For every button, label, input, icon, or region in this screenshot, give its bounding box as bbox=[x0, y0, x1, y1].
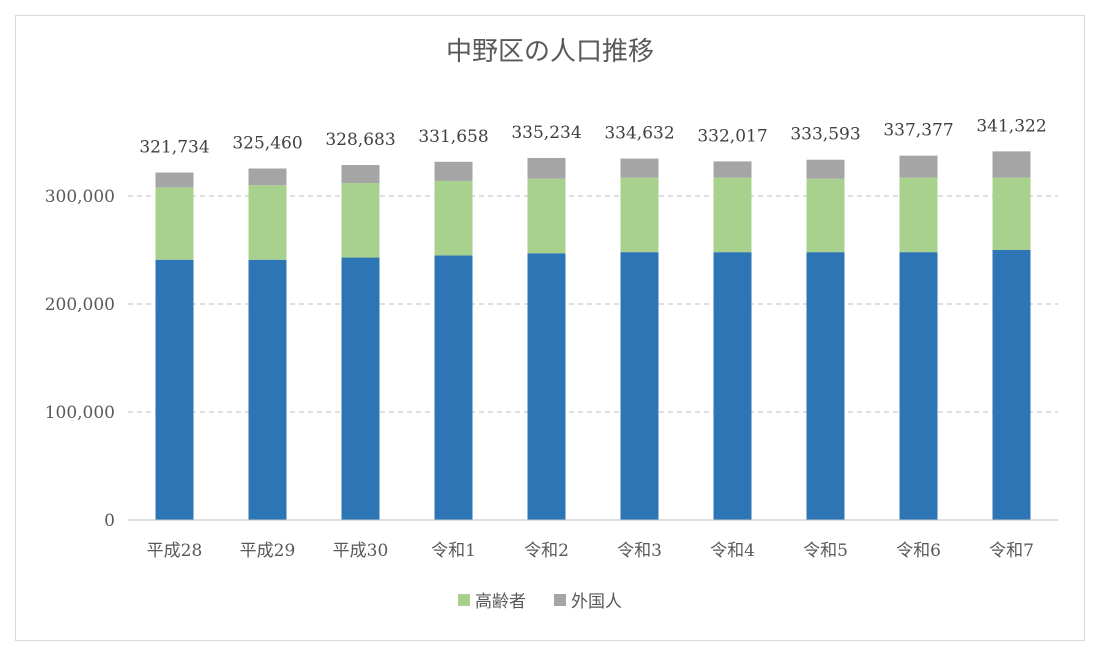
bar-segment-1 bbox=[620, 177, 659, 253]
bar-segment-2 bbox=[155, 172, 194, 188]
x-tick-label: 令和6 bbox=[896, 541, 941, 561]
total-data-label: 337,377 bbox=[883, 121, 953, 141]
bar-segment-1 bbox=[527, 178, 566, 254]
bar-segment-2 bbox=[434, 161, 473, 181]
total-labels: 321,734 325,460 328,683 331,658 335,234 334,6… bbox=[139, 116, 1046, 157]
x-tick-label: 令和2 bbox=[524, 541, 569, 561]
bar-segment-2 bbox=[248, 168, 287, 186]
bar-segment-1 bbox=[155, 187, 194, 260]
x-tick-label: 令和1 bbox=[431, 541, 476, 561]
total-data-label: 335,234 bbox=[511, 123, 581, 143]
bar-segment-2 bbox=[713, 161, 752, 178]
y-tick-label: 200,000 bbox=[45, 295, 115, 315]
bar-segment-2 bbox=[899, 155, 938, 178]
bar-segment-2 bbox=[992, 151, 1031, 178]
bar-segment-1 bbox=[713, 177, 752, 253]
bar-segment-0 bbox=[899, 252, 938, 520]
legend-label: 外国人 bbox=[571, 592, 622, 612]
y-axis-ticks: 0 100,000 200,000 300,000 bbox=[45, 187, 115, 531]
bar-segment-0 bbox=[992, 250, 1031, 520]
legend-swatch bbox=[458, 594, 470, 606]
bar-segment-1 bbox=[248, 185, 287, 260]
total-data-label: 321,734 bbox=[139, 138, 209, 158]
bar-segment-0 bbox=[806, 252, 845, 520]
bar-segment-1 bbox=[992, 177, 1031, 250]
y-tick-label: 100,000 bbox=[45, 403, 115, 423]
total-data-label: 333,593 bbox=[790, 125, 860, 145]
bar-segment-0 bbox=[434, 255, 473, 520]
x-tick-label: 令和5 bbox=[803, 541, 848, 561]
legend-label: 高齢者 bbox=[475, 592, 526, 612]
bar-segment-0 bbox=[620, 252, 659, 520]
bar-segment-0 bbox=[341, 257, 380, 520]
legend-swatch bbox=[554, 594, 566, 606]
y-tick-label: 0 bbox=[104, 511, 115, 531]
bar-segment-0 bbox=[248, 259, 287, 520]
x-tick-label: 平成30 bbox=[333, 541, 389, 561]
total-data-label: 325,460 bbox=[232, 134, 302, 154]
bar-segment-0 bbox=[155, 259, 194, 520]
bar-segment-1 bbox=[899, 177, 938, 253]
legend: 高齢者 外国人 bbox=[458, 592, 622, 612]
x-tick-label: 令和4 bbox=[710, 541, 755, 561]
bar-segment-1 bbox=[434, 180, 473, 256]
x-tick-label: 平成29 bbox=[240, 541, 296, 561]
total-data-label: 332,017 bbox=[697, 126, 767, 146]
bar-segment-2 bbox=[341, 165, 380, 184]
x-tick-label: 平成28 bbox=[147, 541, 203, 561]
bar-segment-2 bbox=[620, 158, 659, 178]
bar-segment-0 bbox=[713, 252, 752, 520]
y-tick-label: 300,000 bbox=[45, 187, 115, 207]
bar-segment-1 bbox=[806, 178, 845, 253]
bar-segment-0 bbox=[527, 253, 566, 521]
total-data-label: 334,632 bbox=[604, 124, 674, 144]
x-tick-label: 令和3 bbox=[617, 541, 662, 561]
total-data-label: 341,322 bbox=[976, 116, 1046, 136]
bars bbox=[155, 151, 1031, 521]
bar-segment-2 bbox=[527, 157, 566, 179]
chart-title: 中野区の人口推移 bbox=[446, 37, 654, 67]
total-data-label: 331,658 bbox=[418, 127, 488, 147]
total-data-label: 328,683 bbox=[325, 130, 395, 150]
x-axis-ticks: 平成28 平成29 平成30 令和1 令和2 令和3 令和4 令和5 令和6 令和7 bbox=[147, 541, 1034, 561]
bar-segment-1 bbox=[341, 183, 380, 258]
x-tick-label: 令和7 bbox=[989, 541, 1034, 561]
bar-segment-2 bbox=[806, 159, 845, 179]
